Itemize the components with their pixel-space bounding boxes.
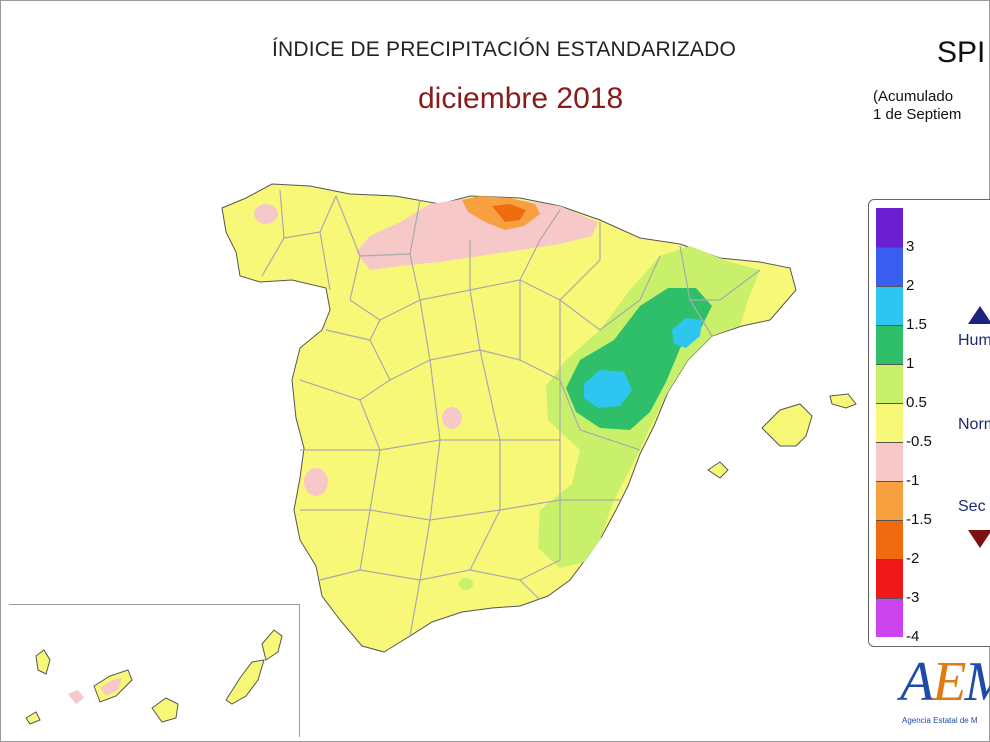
pink-spot-galicia: [254, 204, 278, 224]
index-label: SPI: [937, 36, 986, 69]
fuerteventura: [225, 659, 265, 705]
menorca: [829, 393, 857, 409]
la-gomera: [68, 690, 84, 704]
map-title: ÍNDICE DE PRECIPITACIÓN ESTANDARIZADO: [272, 38, 737, 61]
spi-legend: 3 2 1.5 1 0.5 -0.5 -1 -1.5 -2 -3 -4: [868, 199, 990, 647]
aemet-logo: AEM: [900, 650, 990, 714]
legend-swatch: [876, 325, 903, 364]
legend-tick-label: -3: [906, 589, 920, 606]
light-green-spot-andalucia: [459, 578, 473, 590]
lanzarote: [261, 629, 283, 661]
legend-tick-label: -0.5: [906, 433, 932, 450]
wet-arrow-icon: [968, 306, 990, 324]
legend-tick-label: 0.5: [906, 394, 927, 411]
accumulation-line-2: 1 de Septiem: [873, 106, 962, 123]
cyan-zone-teruel: [584, 370, 632, 408]
mallorca: [761, 403, 813, 447]
province-borders: [261, 189, 761, 637]
pink-spot-extremadura: [304, 468, 328, 496]
legend-swatch: [876, 520, 903, 559]
la-palma: [35, 649, 51, 675]
legend-color-bar: [876, 208, 903, 637]
gran-canaria: [151, 697, 179, 723]
legend-swatch: [876, 247, 903, 286]
accumulation-line-1: (Acumulado: [873, 88, 954, 105]
legend-tick-label: 1: [906, 355, 915, 372]
legend-swatch: [876, 442, 903, 481]
aemet-logo-caption: Agencia Estatal de M: [902, 716, 978, 725]
legend-tick-label: -1.5: [906, 511, 932, 528]
legend-swatch: [876, 403, 903, 442]
logo-letter-m: M: [964, 651, 990, 713]
legend-tick-label: 2: [906, 277, 915, 294]
tenerife-pink: [100, 678, 122, 696]
legend-swatch: [876, 208, 903, 247]
legend-swatch: [876, 481, 903, 520]
cyan-zone-castellon: [672, 318, 702, 348]
legend-category-wet: Hum: [958, 332, 990, 349]
legend-swatch: [876, 559, 903, 598]
legend-category-dry: Sec: [958, 498, 986, 515]
legend-category-normal: Norm: [958, 416, 990, 433]
logo-letter-e: E: [932, 651, 966, 713]
legend-tick-label: -2: [906, 550, 920, 567]
legend-tick-label: -1: [906, 472, 920, 489]
el-hierro: [25, 711, 41, 725]
legend-swatch: [876, 364, 903, 403]
canary-inset-box: [9, 604, 300, 737]
dry-arrow-icon: [968, 530, 990, 548]
map-subtitle: diciembre 2018: [418, 82, 624, 115]
logo-letter-a: A: [900, 651, 934, 713]
legend-tick-label: 3: [906, 238, 915, 255]
accumulation-note: (Acumulado 1 de Septiem: [873, 88, 961, 124]
legend-swatch: [876, 598, 903, 637]
legend-swatch: [876, 286, 903, 325]
dark-orange-zone: [492, 204, 526, 222]
ibiza: [707, 461, 729, 479]
legend-tick-label: 1.5: [906, 316, 927, 333]
legend-tick-label: -4: [906, 628, 920, 645]
pink-spot-madrid: [442, 407, 462, 429]
